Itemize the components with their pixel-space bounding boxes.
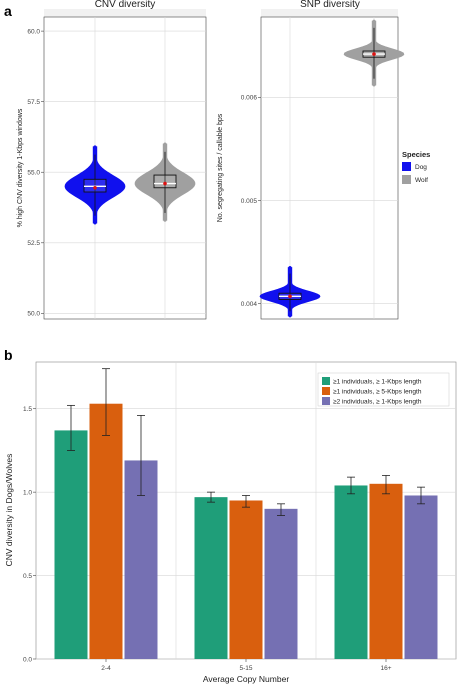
bar-5-15-series-2 (229, 500, 263, 659)
bar-legend-label-2: ≥1 individuals, ≥ 5-Kbps length (333, 389, 422, 396)
y-tick-label: 0.5 (23, 573, 32, 580)
cnv-y-ticks: 60.0 57.5 55.0 52.5 50.0 (27, 28, 44, 318)
bar-legend-box (317, 372, 450, 407)
bar-y-ticks: 0.0 0.5 1.0 1.5 (23, 406, 36, 663)
mean-point-dog (288, 294, 292, 299)
bar-x-ticks: 2-4 5-15 16+ (101, 659, 392, 672)
y-tick-label: 0.0 (23, 656, 32, 663)
legend-label-dog: Dog (415, 164, 427, 171)
y-tick-label: 55.0 (27, 170, 40, 177)
outlier-point (372, 78, 376, 82)
bar-16+-series-3 (404, 495, 438, 659)
y-tick-label: 0.006 (241, 95, 258, 102)
panel-label-b: b (4, 347, 13, 363)
x-tick-label: 2-4 (101, 665, 111, 672)
bars (54, 368, 438, 659)
snp-plot-title: SNP diversity (300, 0, 360, 10)
outlier-point (93, 151, 97, 155)
mean-point-dog (93, 185, 97, 190)
y-tick-label: 57.5 (27, 99, 40, 106)
mean-point-wolf (163, 181, 167, 186)
y-tick-label: 50.0 (27, 311, 40, 318)
y-tick-label: 0.004 (241, 301, 258, 308)
legend-label-wolf: Wolf (415, 177, 428, 184)
bar-5-15-series-1 (194, 497, 228, 659)
bar-2-4-series-2 (89, 403, 123, 659)
box-wolf (153, 174, 177, 189)
panel-label-a: a (4, 3, 12, 19)
y-tick-label: 1.0 (23, 489, 32, 496)
cnv-diversity-plot: CNV diversity 60.0 57.5 55.0 52.5 50.0 % hig… (17, 0, 207, 320)
outlier-point (163, 148, 167, 152)
snp-violins (259, 19, 405, 318)
bar-y-axis-label: CNV diversity in Dogs/Wolves (4, 454, 14, 567)
outlier-point (163, 212, 167, 216)
y-tick-label: 60.0 (27, 28, 40, 35)
bar-legend: ≥1 individuals, ≥ 1-Kbps length ≥1 indivi… (317, 372, 450, 407)
outlier-point (288, 270, 292, 274)
bar-legend-swatch-2 (322, 387, 330, 395)
bar-5-15-series-3 (264, 508, 298, 659)
species-legend: Species Dog Wolf (402, 150, 430, 184)
legend-swatch-dog (402, 162, 411, 171)
snp-diversity-plot: SNP diversity 0.006 0.005 0.004 No. segreg… (217, 0, 405, 320)
x-tick-label: 16+ (380, 665, 391, 672)
mean-point-wolf (372, 52, 376, 56)
species-legend-title: Species (402, 150, 430, 159)
cnv-violins (64, 142, 196, 225)
y-tick-label: 1.5 (23, 406, 32, 413)
box-dog (83, 178, 107, 193)
bar-legend-label-1: ≥1 individuals, ≥ 1-Kbps length (333, 379, 422, 386)
bar-legend-swatch-1 (322, 377, 330, 385)
legend-swatch-wolf (402, 175, 411, 184)
bar-legend-swatch-3 (322, 397, 330, 405)
y-tick-label: 0.005 (241, 198, 258, 205)
bar-x-axis-label: Average Copy Number (203, 674, 289, 684)
bar-16+-series-1 (334, 485, 368, 659)
y-tick-label: 52.5 (27, 240, 40, 247)
bar-16+-series-2 (369, 483, 403, 659)
x-tick-label: 5-15 (239, 665, 252, 672)
outlier-point (372, 24, 376, 28)
outlier-point (288, 311, 292, 315)
cnv-y-axis-label: % high CNV diversity 1-Kbps windows (17, 108, 24, 227)
copy-number-bar-chart: 0.0 0.5 1.0 1.5 2-4 5-15 16+ CNV diversity in… (4, 361, 457, 684)
cnv-plot-area (43, 16, 207, 320)
bar-2-4-series-1 (54, 430, 88, 659)
cnv-plot-title: CNV diversity (95, 0, 156, 10)
bar-legend-label-3: ≥2 individuals, ≥ 1-Kbps length (333, 399, 422, 406)
snp-y-axis-label: No. segregating sites / callable bps (217, 113, 224, 222)
outlier-point (93, 215, 97, 219)
snp-y-ticks: 0.006 0.005 0.004 (241, 95, 261, 308)
